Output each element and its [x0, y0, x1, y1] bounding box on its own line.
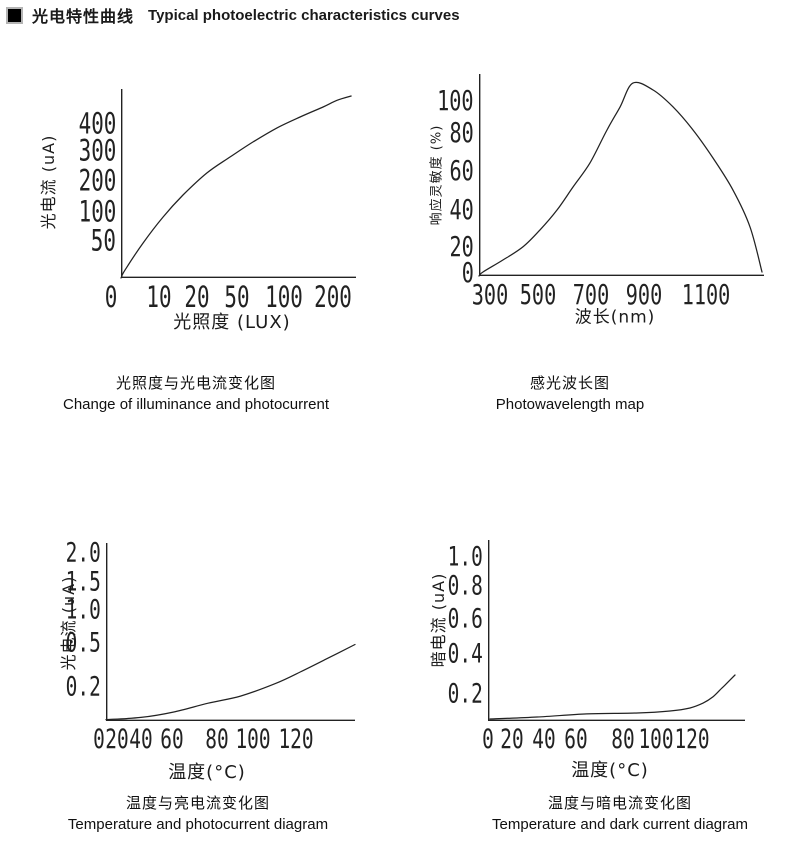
caption-zh: 温度与亮电流变化图	[125, 794, 270, 812]
caption-en: Temperature and photocurrent diagram	[67, 816, 329, 833]
x-tick-label: 50	[224, 280, 250, 314]
x-tick-label: 40	[129, 724, 153, 755]
x-tick-label: 300	[471, 278, 509, 311]
caption-temperature-photocurrent: 温度与亮电流变化图 Temperature and photocurrent d…	[38, 793, 358, 837]
x-tick-label: 100	[638, 724, 674, 755]
x-tick-label: 120	[278, 724, 314, 755]
x-tick-label: 0	[482, 724, 494, 755]
x-tick-label: 20	[105, 724, 129, 755]
chart-spectral-response: 100 80 60 40 20 0 300 500 700 900 1100 响应灵敏度 (%) 波长(…	[430, 74, 764, 328]
chart-canvas	[120, 89, 356, 279]
section-bullet-icon	[8, 8, 21, 22]
chart-canvas	[487, 540, 745, 722]
caption-illuminance-photocurrent: 光照度与光电流变化图 Change of illuminance and pho…	[36, 373, 356, 417]
y-tick-label: 100	[437, 84, 474, 117]
x-tick-label: 80	[205, 724, 229, 755]
caption-zh: 光照度与光电流变化图	[115, 374, 276, 392]
y-tick-label: 0.4	[447, 638, 483, 670]
x-tick-label: 80	[611, 724, 635, 755]
x-tick-label: 200	[314, 280, 352, 314]
x-tick-label: 900	[625, 278, 663, 311]
x-tick-label: 20	[500, 724, 524, 755]
x-tick-label: 20	[184, 280, 210, 314]
x-tick-label: 700	[572, 278, 610, 311]
y-axis-title: 光电流 (uA)	[39, 134, 58, 230]
x-axis-title: 温度(°C)	[168, 762, 246, 783]
y-tick-label: 1.5	[65, 566, 101, 598]
y-tick-label: 0.6	[447, 603, 483, 635]
x-tick-label: 60	[564, 724, 588, 755]
y-tick-label: 0.5	[65, 627, 101, 659]
section-title-zh: 光电特性曲线	[32, 7, 135, 26]
y-tick-label: 40	[449, 193, 474, 226]
x-tick-label: 1100	[681, 278, 731, 311]
caption-zh: 温度与暗电流变化图	[547, 794, 692, 812]
chart-canvas	[478, 74, 764, 277]
chart-temperature-darkcurrent: 1.0 0.8 0.6 0.4 0.2 0 20 40 60 80 100 120 暗电流 (uA) 温度…	[429, 540, 745, 781]
y-tick-label: 100	[78, 194, 116, 229]
x-tick-label: 0	[104, 280, 118, 314]
x-tick-label: 100	[265, 280, 303, 314]
y-tick-label: 0.2	[447, 678, 483, 710]
y-tick-label: 200	[78, 163, 116, 198]
x-tick-label: 10	[146, 280, 172, 314]
y-tick-label: 1.0	[447, 541, 483, 573]
y-tick-label: 0	[461, 256, 474, 289]
x-tick-label: 0	[93, 724, 105, 755]
y-axis-title: 光电流 (uA)	[59, 575, 78, 671]
caption-zh: 感光波长图	[529, 374, 610, 392]
y-tick-label: 50	[90, 223, 116, 258]
y-tick-label: 80	[449, 116, 474, 149]
caption-en: Temperature and dark current diagram	[492, 816, 748, 833]
y-axis-title: 暗电流 (uA)	[429, 572, 448, 668]
caption-en: Change of illuminance and photocurrent	[62, 396, 329, 413]
x-tick-label: 100	[235, 724, 271, 755]
y-tick-label: 1.0	[65, 594, 101, 626]
chart-temperature-photocurrent: 2.0 1.5 1.0 0.5 0.2 0 20 40 60 80 100 120 光电流 (uA) 温度…	[59, 540, 356, 783]
y-tick-label: 400	[78, 106, 116, 141]
y-tick-label: 300	[78, 133, 116, 168]
section-header: 光电特性曲线 Typical photoelectric characteris…	[8, 3, 460, 27]
section-title-en: Typical photoelectric characteristics cu…	[148, 6, 460, 24]
y-axis-title: 响应灵敏度 (%)	[429, 124, 445, 226]
x-tick-label: 120	[674, 724, 710, 755]
caption-temperature-darkcurrent: 温度与暗电流变化图 Temperature and dark current d…	[445, 793, 795, 837]
x-tick-label: 40	[532, 724, 556, 755]
x-axis-title: 波长(nm)	[574, 307, 656, 328]
y-tick-label: 20	[449, 230, 474, 263]
caption-en: Photowavelength map	[495, 396, 645, 413]
caption-spectral-response: 感光波长图 Photowavelength map	[420, 373, 720, 417]
y-tick-label: 60	[449, 154, 474, 187]
chart-canvas	[105, 543, 356, 722]
y-tick-label: 0.2	[65, 671, 101, 703]
chart-illuminance-photocurrent: 400 300 200 100 50 0 10 20 50 100 200 光电流 (uA) 光照度 (…	[39, 89, 356, 333]
x-tick-label: 60	[160, 724, 184, 755]
y-tick-label: 2.0	[65, 537, 101, 569]
x-axis-title: 温度(°C)	[571, 760, 649, 781]
x-axis-title: 光照度 (LUX)	[173, 312, 291, 333]
x-tick-label: 500	[519, 278, 557, 311]
y-tick-label: 0.8	[447, 570, 483, 602]
